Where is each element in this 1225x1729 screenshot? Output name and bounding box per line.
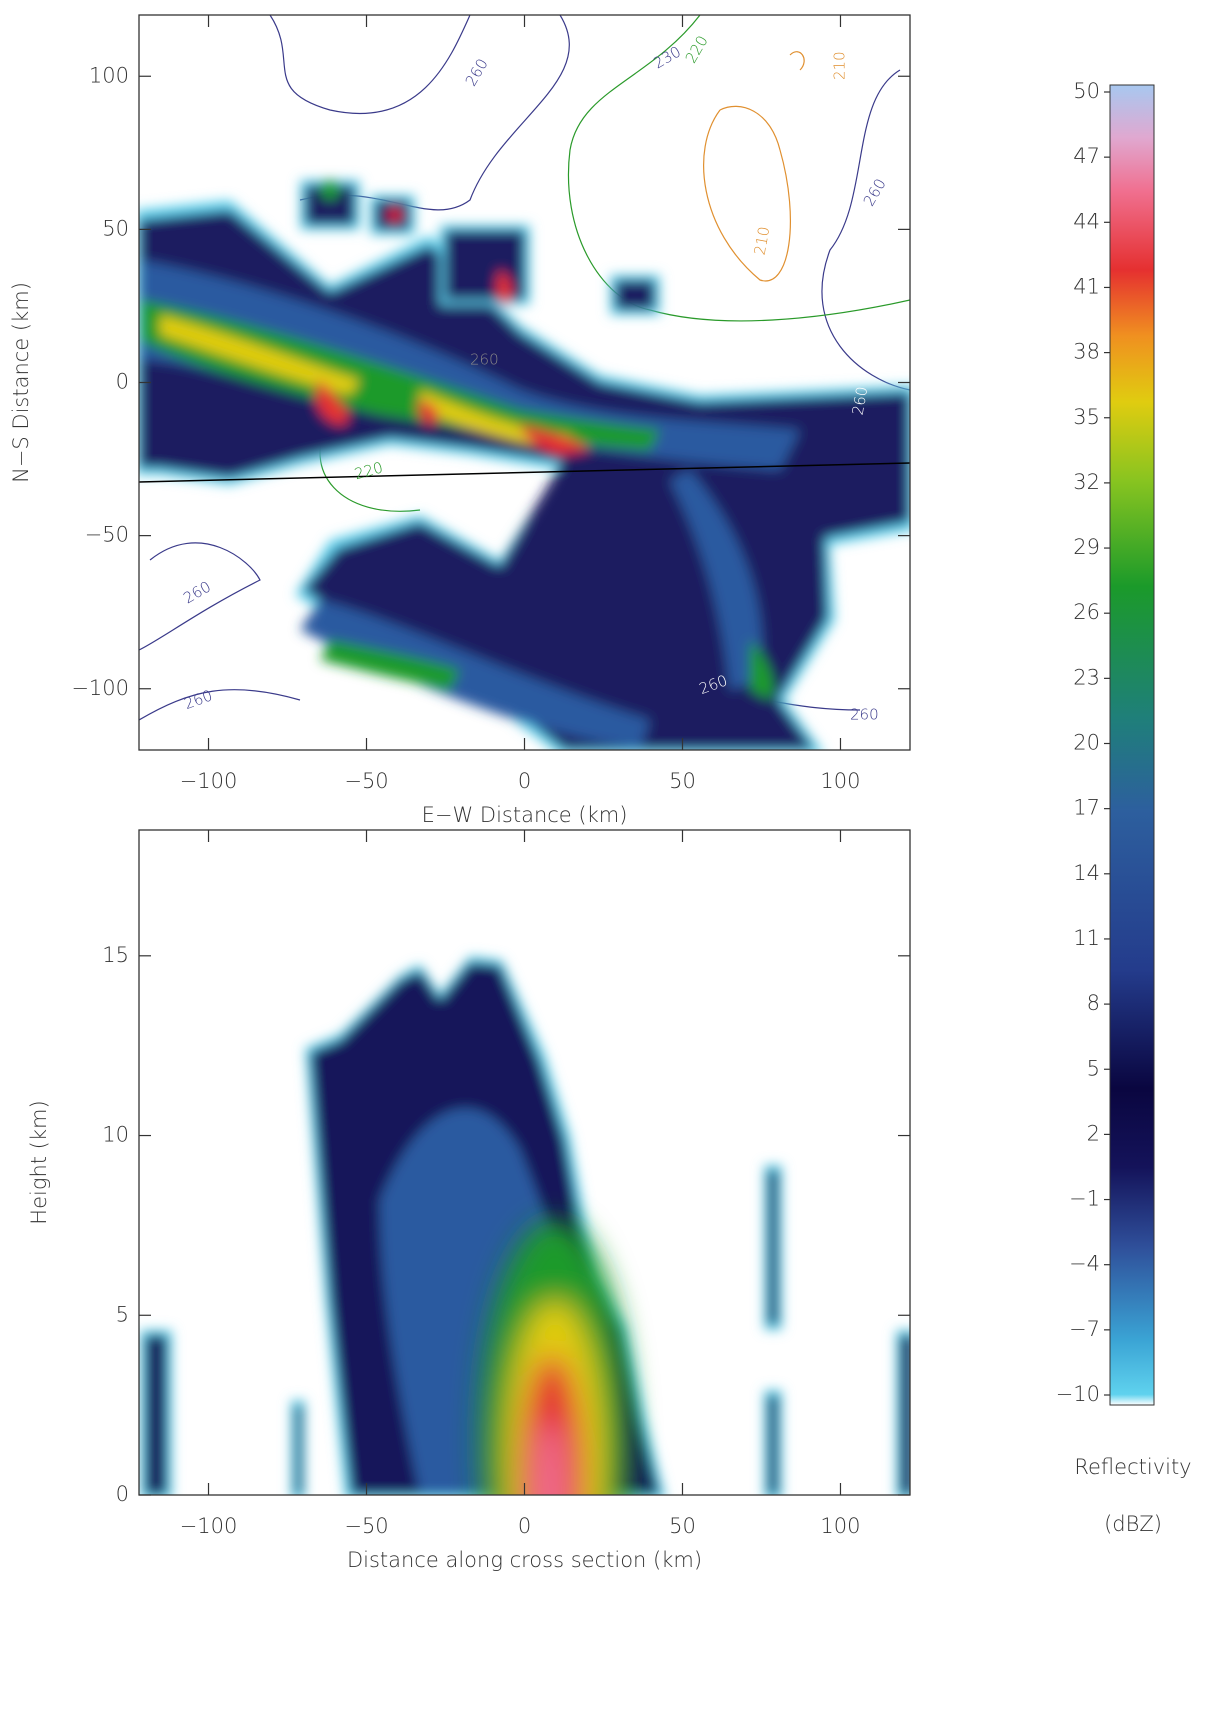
map-field: 260 230 220 210 260 210 220 260 260 260 … (139, 15, 910, 750)
colorbar-tick-label: 32 (1073, 470, 1100, 494)
x-axis-label: Distance along cross section (km) (347, 1548, 702, 1572)
colorbar-tick-label: 38 (1073, 340, 1100, 364)
colorbar (1109, 84, 1155, 1406)
contour-label: 210 (831, 51, 849, 80)
contour-label: 260 (860, 175, 890, 209)
contour-label: 210 (751, 225, 774, 256)
contour-label: 260 (462, 55, 492, 89)
colorbar-label: (dBZ) (1104, 1512, 1162, 1536)
colorbar-tick-label: 26 (1073, 600, 1100, 624)
colorbar-tick-label: −1 (1069, 1187, 1100, 1211)
x-axis-label: E−W Distance (km) (422, 803, 628, 827)
x-tick-label: 100 (820, 769, 860, 793)
colorbar-tick-label: 17 (1073, 796, 1100, 820)
contour-label: 260 (850, 706, 879, 724)
y-axis-label: N−S Distance (km) (9, 282, 33, 483)
x-tick-label: 0 (518, 1514, 531, 1538)
y-tick-label: −100 (71, 676, 129, 700)
colorbar-tick-label: 44 (1073, 209, 1100, 233)
contour-label: 260 (180, 577, 214, 607)
y-tick-label: 0 (116, 1482, 129, 1506)
colorbar-tick-label: 14 (1073, 861, 1100, 885)
colorbar-tick-label: 35 (1073, 405, 1100, 429)
colorbar-tick-label: −4 (1069, 1252, 1100, 1276)
y-tick-label: −50 (85, 523, 129, 547)
contour-label: 260 (182, 686, 215, 713)
x-tick-label: 50 (669, 769, 696, 793)
contour-label: 220 (353, 458, 385, 483)
colorbar-tick-label: 50 (1073, 79, 1100, 103)
colorbar-tick-label: 5 (1087, 1056, 1100, 1080)
colorbar-label: Reflectivity (1074, 1455, 1191, 1479)
x-tick-label: 50 (669, 1514, 696, 1538)
colorbar-tick-label: 41 (1073, 274, 1100, 298)
y-tick-label: 50 (102, 216, 129, 240)
x-tick-label: −50 (344, 769, 388, 793)
y-tick-label: 10 (102, 1123, 129, 1147)
colorbar-tick-label: 20 (1073, 731, 1100, 755)
colorbar-tick-label: 8 (1087, 991, 1100, 1015)
colorbar-tick-label: 23 (1073, 665, 1100, 689)
y-tick-label: 5 (116, 1302, 129, 1326)
colorbar-tick-label: 2 (1087, 1121, 1100, 1145)
contour-label: 260 (849, 385, 872, 416)
contour-label: 220 (682, 32, 712, 66)
colorbar-tick-label: 47 (1073, 144, 1100, 168)
x-tick-label: −50 (344, 1514, 388, 1538)
contour-label: 230 (650, 42, 684, 72)
y-tick-label: 15 (102, 943, 129, 967)
contour-label: 260 (470, 351, 499, 369)
colorbar-tick-label: −7 (1069, 1317, 1100, 1341)
y-axis-label: Height (km) (27, 1100, 51, 1224)
colorbar-tick-label: 11 (1073, 926, 1100, 950)
y-tick-label: 0 (116, 370, 129, 394)
cross-section-field (140, 956, 910, 1495)
x-tick-label: 0 (518, 769, 531, 793)
x-tick-label: 100 (820, 1514, 860, 1538)
colorbar-tick-label: −10 (1056, 1382, 1100, 1406)
x-tick-label: −100 (180, 769, 238, 793)
x-tick-label: −100 (180, 1514, 238, 1538)
y-tick-label: 100 (89, 63, 129, 87)
colorbar-tick-label: 29 (1073, 535, 1100, 559)
